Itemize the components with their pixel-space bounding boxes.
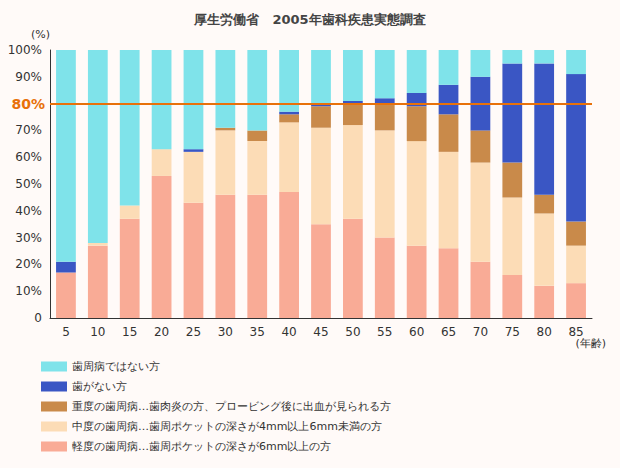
svg-text:20%: 20% (15, 257, 42, 271)
svg-text:歯周病ではない方: 歯周病ではない方 (72, 360, 160, 373)
svg-text:10%: 10% (15, 284, 42, 298)
svg-text:40: 40 (281, 325, 296, 339)
svg-text:60: 60 (409, 325, 424, 339)
svg-text:30: 30 (218, 325, 233, 339)
svg-text:80: 80 (537, 325, 552, 339)
svg-text:50: 50 (345, 325, 360, 339)
svg-text:重度の歯周病…歯肉炎の方、プロービング後に出血が見られる方: 重度の歯周病…歯肉炎の方、プロービング後に出血が見られる方 (72, 400, 391, 413)
svg-text:30%: 30% (15, 231, 42, 245)
svg-text:80%: 80% (11, 96, 45, 112)
svg-text:100%: 100% (8, 43, 42, 57)
svg-text:35: 35 (250, 325, 265, 339)
svg-text:75: 75 (505, 325, 520, 339)
svg-text:5: 5 (62, 325, 70, 339)
svg-text:65: 65 (441, 325, 456, 339)
svg-text:10: 10 (90, 325, 105, 339)
svg-text:(%): (%) (31, 28, 50, 41)
svg-text:55: 55 (377, 325, 392, 339)
svg-text:中度の歯周病…歯周ポケットの深さが4mm以上6mm未満の方: 中度の歯周病…歯周ポケットの深さが4mm以上6mm未満の方 (72, 420, 382, 433)
svg-text:45: 45 (313, 325, 328, 339)
svg-text:50%: 50% (15, 177, 42, 191)
svg-text:20: 20 (154, 325, 169, 339)
svg-text:歯がない方: 歯がない方 (72, 380, 127, 393)
svg-text:15: 15 (122, 325, 137, 339)
svg-text:40%: 40% (15, 204, 42, 218)
svg-text:90%: 90% (15, 70, 42, 84)
svg-text:軽度の歯周病…歯周ポケットの深さが6mm以上の方: 軽度の歯周病…歯周ポケットの深さが6mm以上の方 (72, 440, 331, 453)
svg-text:(年齢): (年齢) (575, 337, 606, 350)
svg-text:85: 85 (568, 325, 583, 339)
svg-text:70: 70 (473, 325, 488, 339)
svg-text:25: 25 (186, 325, 201, 339)
svg-text:0: 0 (34, 311, 42, 325)
svg-text:60%: 60% (15, 150, 42, 164)
svg-text:厚生労働省 2005年歯科疾患実態調査: 厚生労働省 2005年歯科疾患実態調査 (193, 12, 425, 27)
svg-text:70%: 70% (15, 123, 42, 137)
